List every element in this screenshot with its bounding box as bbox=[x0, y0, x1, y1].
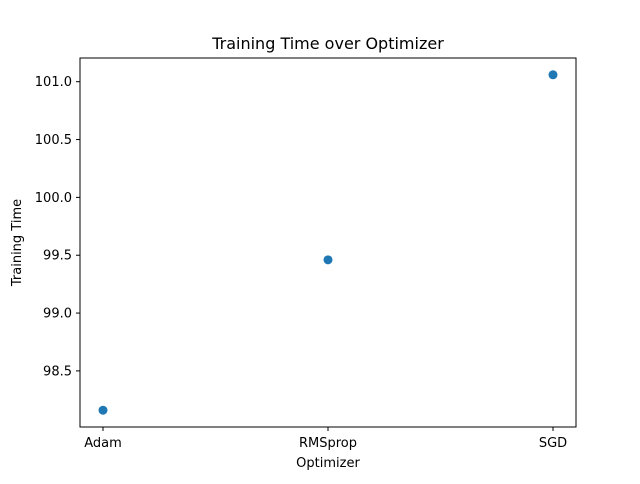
chart-title: Training Time over Optimizer bbox=[211, 34, 444, 53]
data-point bbox=[548, 70, 558, 80]
x-axis-label: Optimizer bbox=[296, 456, 360, 471]
y-axis-label: Training Time bbox=[10, 199, 25, 287]
data-point bbox=[98, 405, 108, 415]
x-tick-label: RMSprop bbox=[299, 436, 357, 451]
y-tick-label: 99.0 bbox=[43, 307, 72, 322]
y-tick-label: 100.5 bbox=[35, 133, 72, 148]
y-tick-label: 101.0 bbox=[35, 75, 72, 90]
y-tick-label: 98.5 bbox=[43, 364, 72, 379]
x-tick-label: SGD bbox=[539, 436, 567, 451]
y-axis-ticks: 98.5 99.0 99.5 100.0 100.5 101.0 bbox=[35, 75, 80, 379]
y-tick-label: 100.0 bbox=[35, 191, 72, 206]
plot-frame bbox=[79, 57, 577, 428]
x-tick-label: Adam bbox=[84, 436, 122, 451]
data-point bbox=[323, 255, 333, 265]
x-axis-ticks: Adam RMSprop SGD bbox=[84, 427, 567, 451]
y-tick-label: 99.5 bbox=[43, 249, 72, 264]
data-points bbox=[98, 70, 558, 415]
